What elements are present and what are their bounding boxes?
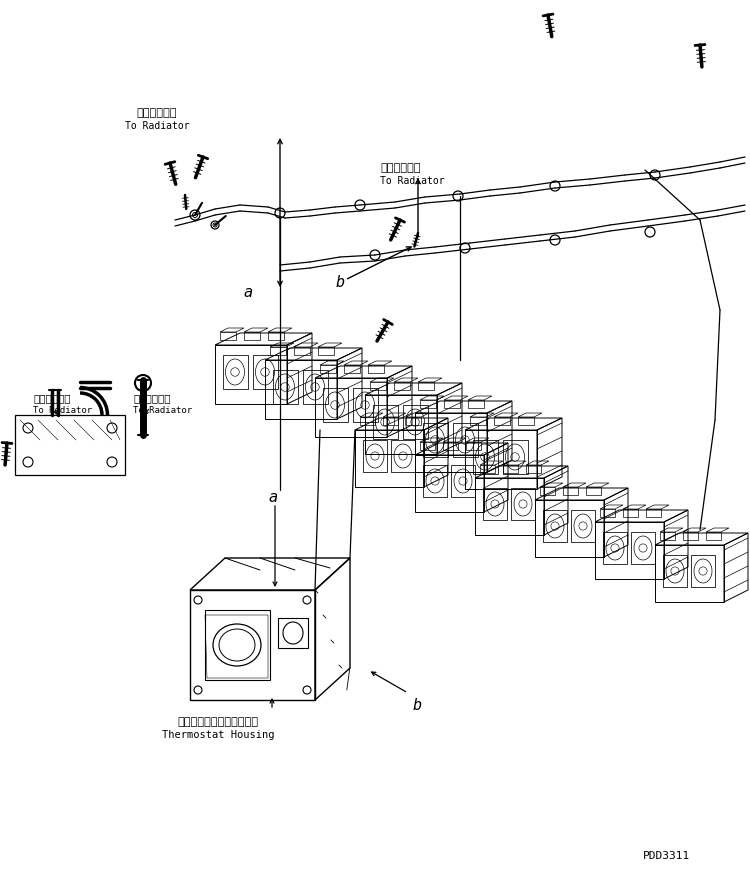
Text: b: b (413, 698, 422, 713)
Text: a: a (244, 285, 253, 300)
Text: ラジェータへ: ラジェータへ (133, 393, 170, 403)
Text: ラジェータへ: ラジェータへ (136, 108, 177, 118)
Text: To Radiator: To Radiator (33, 406, 92, 415)
Text: To Radiator: To Radiator (133, 406, 192, 415)
Text: ラジェータへ: ラジェータへ (380, 163, 421, 173)
Text: To Radiator: To Radiator (380, 176, 445, 186)
Text: b: b (335, 275, 344, 290)
Text: PDD3311: PDD3311 (643, 851, 690, 861)
Text: a: a (268, 490, 278, 505)
Text: サーモスタットハウジング: サーモスタットハウジング (178, 717, 259, 727)
Text: ラジェータへ: ラジェータへ (33, 393, 70, 403)
Text: To Radiator: To Radiator (124, 121, 189, 131)
Text: Thermostat Housing: Thermostat Housing (162, 730, 274, 740)
